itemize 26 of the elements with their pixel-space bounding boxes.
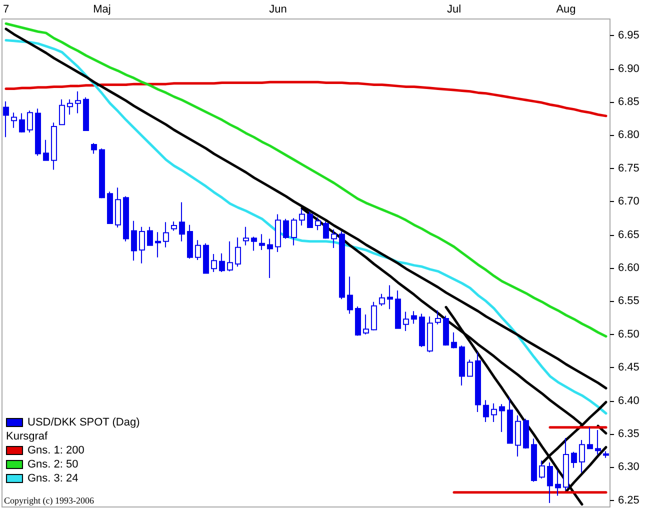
legend-label: USD/DKK SPOT (Dag) — [28, 416, 140, 428]
x-tick-label: Maj — [93, 4, 111, 16]
y-tick-label: 6.60 — [618, 262, 640, 274]
y-tick-label: 6.55 — [618, 295, 640, 308]
y-tick-label: 6.80 — [618, 129, 640, 142]
legend-label: Gns. 2: 50 — [28, 458, 78, 470]
x-tick-label: Jun — [269, 4, 287, 16]
y-tick-label: 6.30 — [618, 461, 640, 474]
y-tick-label: 6.40 — [618, 394, 640, 407]
legend-label: Gns. 1: 200 — [28, 444, 84, 456]
y-tick-label: 6.35 — [618, 428, 640, 440]
annotation: Copyright (c) 1993-2006 — [4, 496, 94, 506]
y-tick-label: 6.85 — [618, 96, 640, 108]
y-tick-label: 6.45 — [618, 362, 640, 374]
y-tick-label: 6.65 — [618, 228, 640, 241]
y-tick-label: 6.95 — [618, 30, 640, 42]
y-tick-label: 6.75 — [618, 162, 640, 174]
y-tick-label: 6.70 — [618, 196, 640, 208]
y-tick-label: 6.50 — [618, 328, 640, 340]
text: Kursgraf — [6, 430, 49, 442]
x-tick-label: 7 — [2, 4, 10, 16]
legend-label: Gns. 3: 24 — [28, 472, 78, 484]
x-tick-label: Jul — [446, 4, 462, 16]
x-tick-label: Aug — [556, 4, 576, 16]
y-tick-label: 6.25 — [618, 494, 640, 506]
y-tick-label: 6.90 — [618, 62, 640, 75]
